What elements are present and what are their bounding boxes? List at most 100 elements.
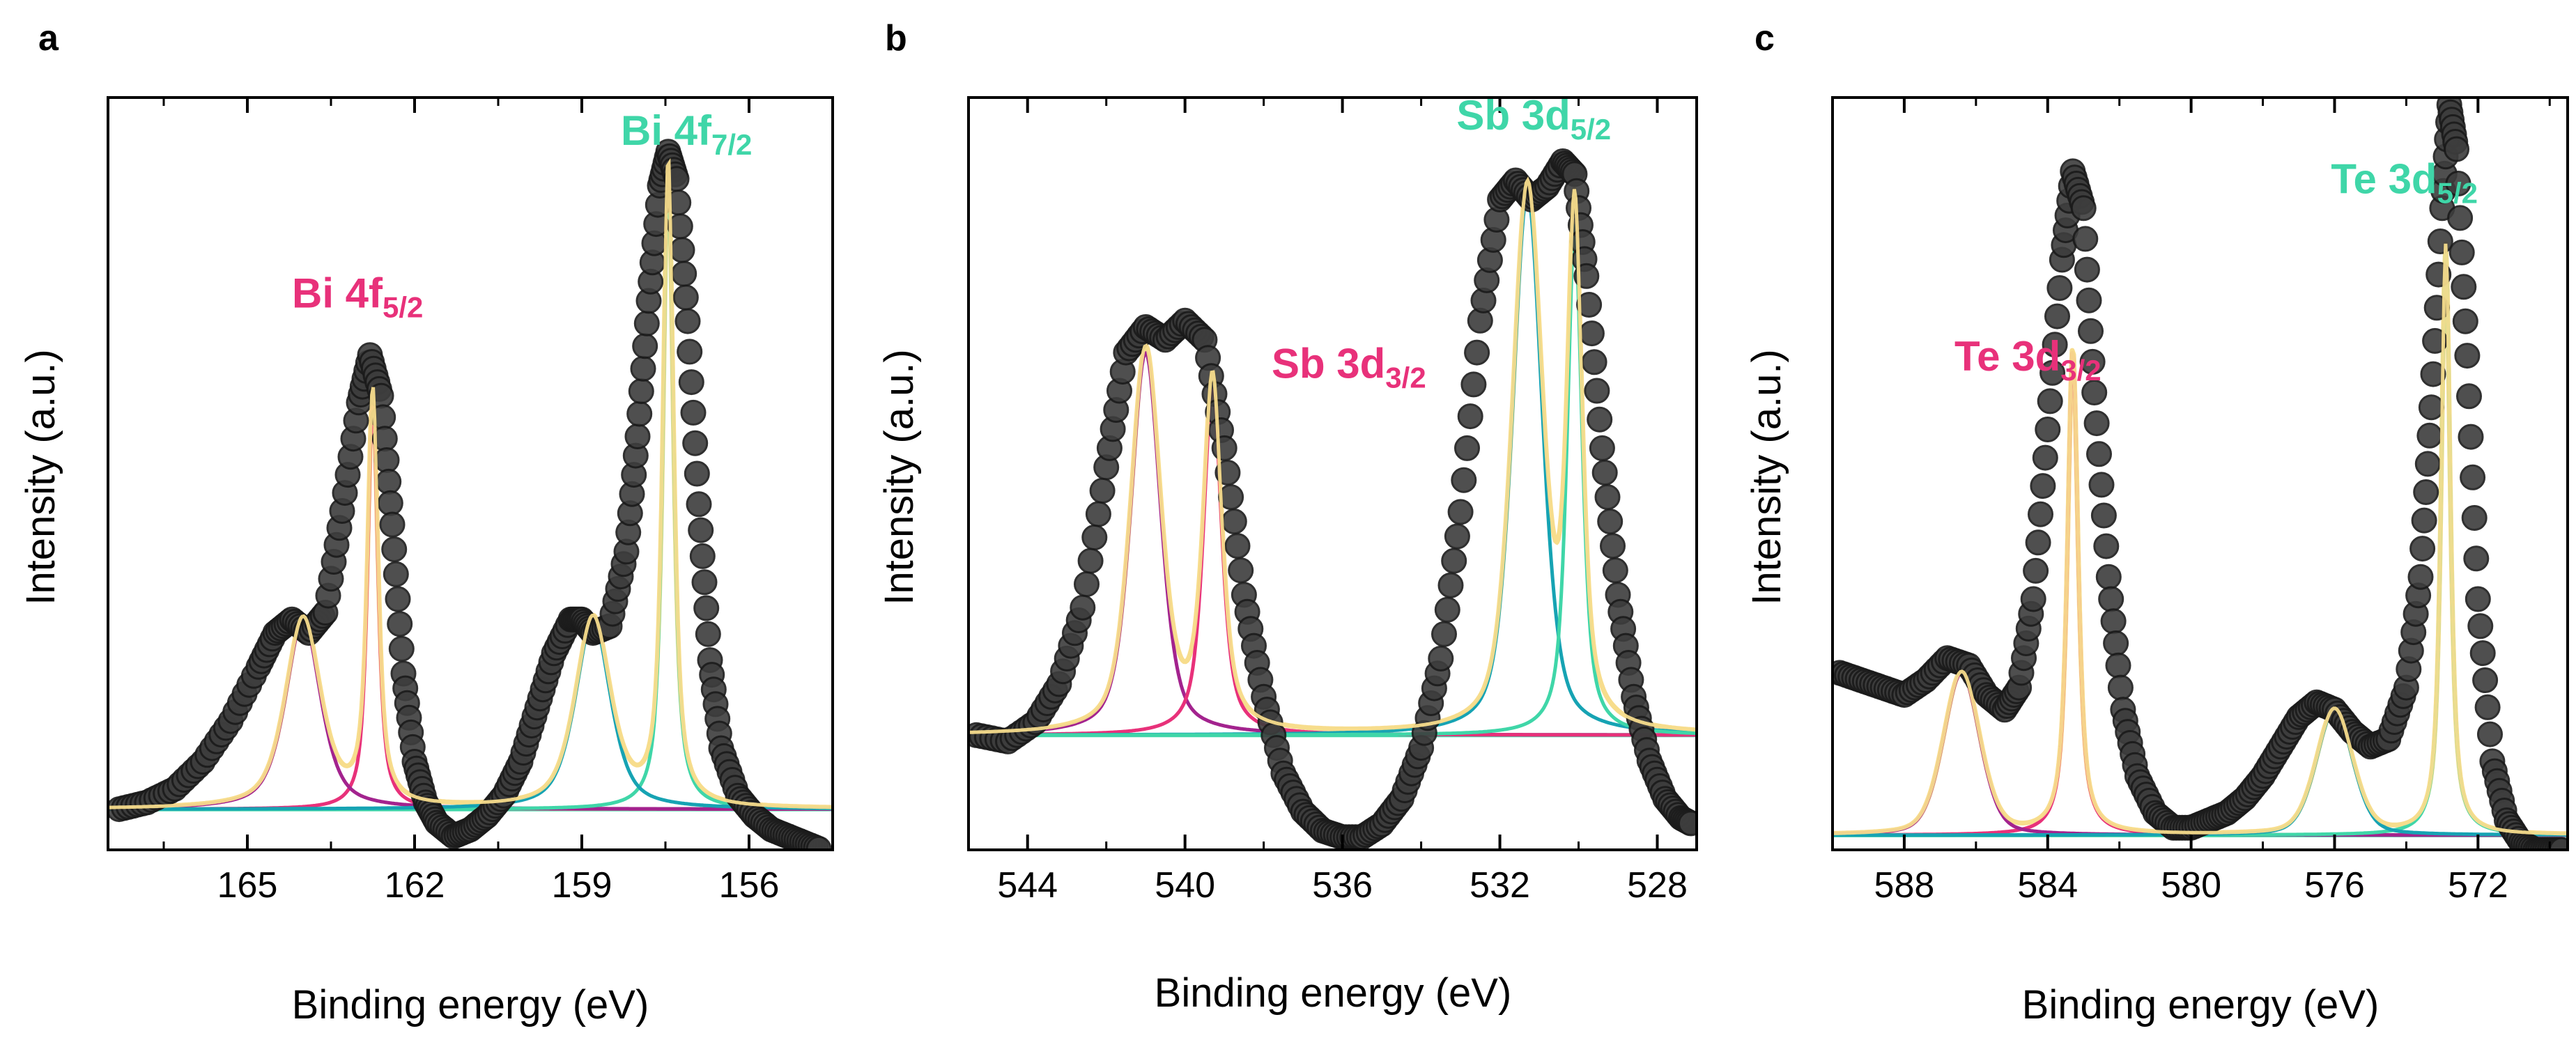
data-point [686, 491, 712, 518]
data-point [1460, 371, 1487, 398]
ylabel-a: Intensity (a.u.) [18, 349, 63, 605]
panel-letter-b: b [885, 18, 907, 59]
data-point [2467, 613, 2494, 639]
data-point [2418, 394, 2444, 421]
data-point [2452, 308, 2478, 334]
data-point [2463, 545, 2490, 572]
x-tick-label: 540 [1155, 865, 1215, 906]
plot-frame [967, 96, 1698, 851]
panel-letter-c: c [1754, 18, 1775, 59]
data-point [387, 611, 413, 637]
peak-label: Sb 3d3/2 [1272, 341, 1426, 394]
data-point [2407, 564, 2434, 590]
ylabel-c: Intensity (a.u.) [1744, 349, 1789, 605]
data-point [2409, 536, 2436, 562]
peak-label-base: Sb 3d [1272, 341, 1385, 387]
x-tick-label: 584 [2017, 865, 2078, 906]
x-tick-label: 576 [2304, 865, 2365, 906]
panel-b: b Intensity (a.u.) Binding energy (eV) 5… [877, 18, 1698, 1016]
peak-label-subscript: 5/2 [383, 291, 423, 324]
component-line-4 [108, 617, 833, 811]
data-point [2083, 410, 2110, 437]
data-point [1085, 501, 1111, 527]
peak-label-subscript: 5/2 [1571, 113, 1611, 146]
data-point [1437, 572, 1464, 598]
data-point [2078, 318, 2104, 344]
data-point [684, 460, 710, 487]
data-point [2070, 195, 2097, 222]
peak-label: Sb 3d5/2 [1456, 92, 1611, 146]
data-point [2098, 586, 2124, 612]
data-point [1600, 533, 1626, 559]
data-point [385, 586, 411, 612]
data-point [1228, 557, 1254, 584]
data-point [2105, 652, 2131, 678]
data-point [1602, 557, 1628, 584]
data-point [2042, 332, 2068, 358]
x-tick-label: 528 [1627, 865, 1688, 906]
data-point [688, 517, 714, 543]
data-point [1074, 571, 1100, 598]
data-point [1221, 509, 1247, 535]
data-point [2086, 441, 2112, 467]
data-point [377, 490, 403, 516]
plot-frame [1831, 96, 2569, 851]
peak-label-base: Te 3d [2331, 156, 2437, 203]
data-point [689, 543, 716, 569]
peak-label-subscript: 7/2 [711, 128, 752, 161]
data-point [1591, 460, 1618, 486]
data-point [2100, 608, 2127, 635]
data-point [2093, 533, 2120, 559]
x-tick-label: 532 [1470, 865, 1530, 906]
x-tick-label: 544 [997, 865, 1058, 906]
data-point [2469, 640, 2496, 667]
data-point [388, 635, 415, 662]
data-point [2411, 507, 2437, 534]
data-point [381, 536, 408, 563]
data-point [2030, 473, 2056, 499]
data-point [677, 339, 703, 365]
data-point [1589, 435, 1615, 461]
data-point [2103, 630, 2129, 656]
data-point [1081, 525, 1108, 550]
data-point [2023, 557, 2049, 584]
data-point [1431, 621, 1457, 647]
x-tick-label: 588 [1874, 865, 1935, 906]
data-point [682, 430, 709, 456]
fit-envelope-overlay [108, 157, 833, 809]
data-point [2081, 380, 2108, 405]
data-point [1428, 645, 1454, 672]
data-point [674, 308, 701, 334]
x-tick-label: 156 [719, 865, 780, 906]
data-point [1441, 548, 1467, 574]
data-point [2458, 424, 2484, 450]
data-point [628, 378, 654, 405]
panel-letter-a: a [38, 18, 59, 59]
data-point [2020, 586, 2046, 612]
data-point [671, 261, 697, 287]
data-point [2420, 361, 2446, 387]
peak-label-base: Te 3d [1954, 333, 2060, 380]
data-point [2032, 444, 2058, 471]
plot-frame [107, 96, 834, 851]
data-point [2076, 287, 2102, 313]
data-point [669, 237, 695, 263]
peak-label: Bi 4f7/2 [621, 107, 752, 161]
data-point [2474, 694, 2501, 720]
data-point [2072, 226, 2099, 252]
data-point [2460, 464, 2486, 490]
data-point [1224, 533, 1251, 559]
data-point [2037, 388, 2063, 414]
plot-area [108, 139, 833, 850]
data-point [2028, 501, 2053, 527]
x-tick-label: 165 [217, 865, 278, 906]
data-point [2548, 837, 2568, 850]
peak-label-base: Bi 4f [621, 107, 712, 154]
data-point [2444, 136, 2469, 162]
data-point [1597, 509, 1624, 535]
data-point [2427, 228, 2453, 254]
data-point [1581, 349, 1607, 375]
peak-label-subscript: 3/2 [1385, 362, 1426, 394]
ylabel-b: Intensity (a.u.) [877, 349, 922, 605]
data-point [1434, 596, 1460, 623]
